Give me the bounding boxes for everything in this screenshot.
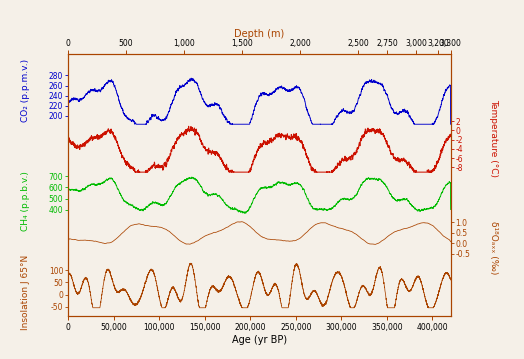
X-axis label: Depth (m): Depth (m) — [234, 28, 285, 38]
Y-axis label: δ¹⁸Oₐₓₓ (‰): δ¹⁸Oₐₓₓ (‰) — [489, 221, 498, 275]
Y-axis label: Insolation J 65°N: Insolation J 65°N — [21, 255, 30, 330]
Y-axis label: CH₄ (p.p.b.v.): CH₄ (p.p.b.v.) — [21, 171, 30, 230]
X-axis label: Age (yr BP): Age (yr BP) — [232, 335, 287, 345]
Y-axis label: CO₂ (p.p.m.v.): CO₂ (p.p.m.v.) — [21, 59, 30, 122]
Y-axis label: Temperature (°C): Temperature (°C) — [489, 99, 498, 177]
